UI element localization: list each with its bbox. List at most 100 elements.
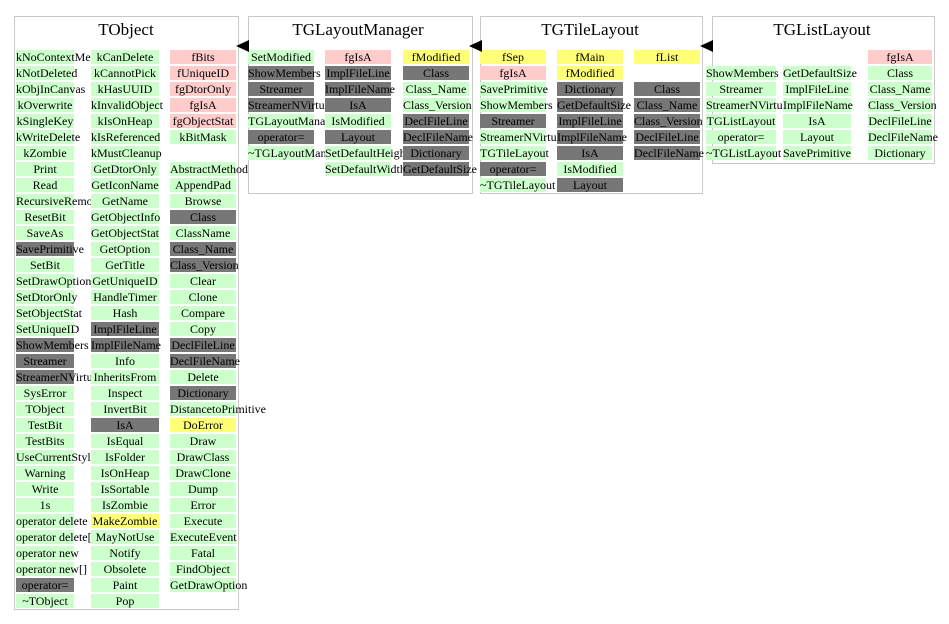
method-cell: HandleTimer [91, 290, 159, 304]
method-cell: DistancetoPrimitive [170, 402, 266, 416]
method-cell: SetDrawOption [16, 274, 92, 288]
method-cell: Class_Name [170, 242, 236, 256]
method-cell: ImplFileLine [557, 114, 623, 128]
method-cell: DeclFileLine [170, 338, 236, 352]
data-member-cell: fUniqueID [170, 66, 236, 80]
method-cell: Layout [557, 178, 623, 192]
method-cell: TObject [16, 402, 74, 416]
method-cell: kIsOnHeap [91, 114, 159, 128]
method-cell: Inspect [91, 386, 159, 400]
method-cell: kSingleKey [16, 114, 74, 128]
method-cell: Hash [91, 306, 159, 320]
method-cell [634, 66, 700, 80]
method-cell: ClassName [170, 226, 236, 240]
method-cell: GetDtorOnly [91, 162, 159, 176]
method-cell: IsFolder [91, 450, 159, 464]
method-cell: IsEqual [91, 434, 159, 448]
method-cell: SetDefaultHeight [325, 146, 409, 160]
method-cell: MakeZombie [91, 514, 159, 528]
data-member-cell: fgIsA [325, 50, 391, 64]
method-cell: StreamerNVirtual [248, 98, 334, 112]
method-cell: Class [403, 66, 469, 80]
method-cell [170, 146, 236, 160]
method-cell: GetDrawOption [170, 578, 248, 592]
method-cell: Execute [170, 514, 236, 528]
method-cell: ImplFileName [783, 98, 853, 112]
method-cell: SetDefaultWidth [325, 162, 406, 176]
method-cell: Obsolete [91, 562, 159, 576]
data-member-cell: fgIsA [170, 98, 236, 112]
method-cell: Fatal [170, 546, 236, 560]
method-cell: DrawClone [170, 466, 236, 480]
method-cell: Class_Name [403, 82, 469, 96]
method-cell: GetDefaultSize [403, 162, 477, 176]
inheritance-arrow-icon [236, 40, 249, 52]
method-cell: Layout [325, 130, 391, 144]
method-cell: kMustCleanup [91, 146, 162, 160]
method-cell: SavePrimitive [480, 82, 548, 96]
method-cell: Class_Version [634, 114, 703, 128]
method-cell: GetObjectStat [91, 226, 159, 240]
method-cell: StreamerNVirtual [706, 98, 792, 112]
method-cell: FindObject [170, 562, 236, 576]
method-cell: Streamer [248, 82, 314, 96]
method-cell: Class_Version [403, 98, 472, 112]
method-cell: ImplFileLine [91, 322, 159, 336]
method-cell: ImplFileLine [325, 66, 391, 80]
method-cell: DeclFileName [868, 130, 938, 144]
method-cell: Streamer [480, 114, 546, 128]
method-cell: ~TGTileLayout [480, 178, 556, 192]
method-cell: Info [91, 354, 159, 368]
data-member-cell: fBits [170, 50, 236, 64]
method-cell: DeclFileLine [403, 114, 469, 128]
method-cell: kOverwrite [16, 98, 74, 112]
class-title: TGTileLayout [541, 20, 639, 39]
method-cell: kIsReferenced [91, 130, 161, 144]
method-cell: kZombie [16, 146, 74, 160]
method-cell: Dictionary [403, 146, 469, 160]
method-cell: GetName [91, 194, 159, 208]
method-cell: SaveAs [16, 226, 74, 240]
method-cell: Browse [170, 194, 236, 208]
method-cell: operator= [16, 578, 74, 592]
method-cell: TestBit [16, 418, 74, 432]
method-cell: ShowMembers [248, 66, 321, 80]
method-cell: Clear [170, 274, 236, 288]
method-cell: GetUniqueID [91, 274, 159, 288]
method-cell: DeclFileName [403, 130, 473, 144]
method-cell: kCannotPick [91, 66, 159, 80]
method-cell: operator= [706, 130, 776, 144]
method-cell: Class_Version [868, 98, 937, 112]
method-cell: ImplFileName [325, 82, 395, 96]
method-cell: Error [170, 498, 236, 512]
method-cell: DoError [170, 418, 236, 432]
method-cell: Write [16, 482, 74, 496]
method-cell: ~TGListLayout [706, 146, 782, 160]
method-cell: kBitMask [170, 130, 236, 144]
method-cell: IsZombie [91, 498, 159, 512]
method-cell: Copy [170, 322, 236, 336]
method-cell: DeclFileName [170, 354, 240, 368]
class-title: TGListLayout [773, 20, 871, 39]
method-cell: IsOnHeap [91, 466, 159, 480]
method-cell: IsModified [557, 162, 623, 176]
method-cell: ExecuteEvent [170, 530, 237, 544]
method-cell [783, 50, 851, 64]
method-cell: Print [16, 162, 74, 176]
method-cell: DeclFileLine [868, 114, 932, 128]
method-cell: kNoContextMenu [16, 50, 103, 64]
method-cell: GetTitle [91, 258, 159, 272]
method-cell: operator= [248, 130, 314, 144]
method-cell: Pop [91, 594, 159, 608]
method-cell: Class_Name [868, 82, 932, 96]
method-cell: GetIconName [91, 178, 159, 192]
method-cell: ResetBit [16, 210, 74, 224]
method-cell: Delete [170, 370, 236, 384]
method-cell: Paint [91, 578, 159, 592]
class-title: TObject [98, 20, 154, 39]
data-member-cell: fModified [557, 66, 623, 80]
method-cell: MayNotUse [91, 530, 159, 544]
method-cell: Streamer [706, 82, 776, 96]
method-cell: kWriteDelete [16, 130, 81, 144]
method-cell: ImplFileName [557, 130, 627, 144]
